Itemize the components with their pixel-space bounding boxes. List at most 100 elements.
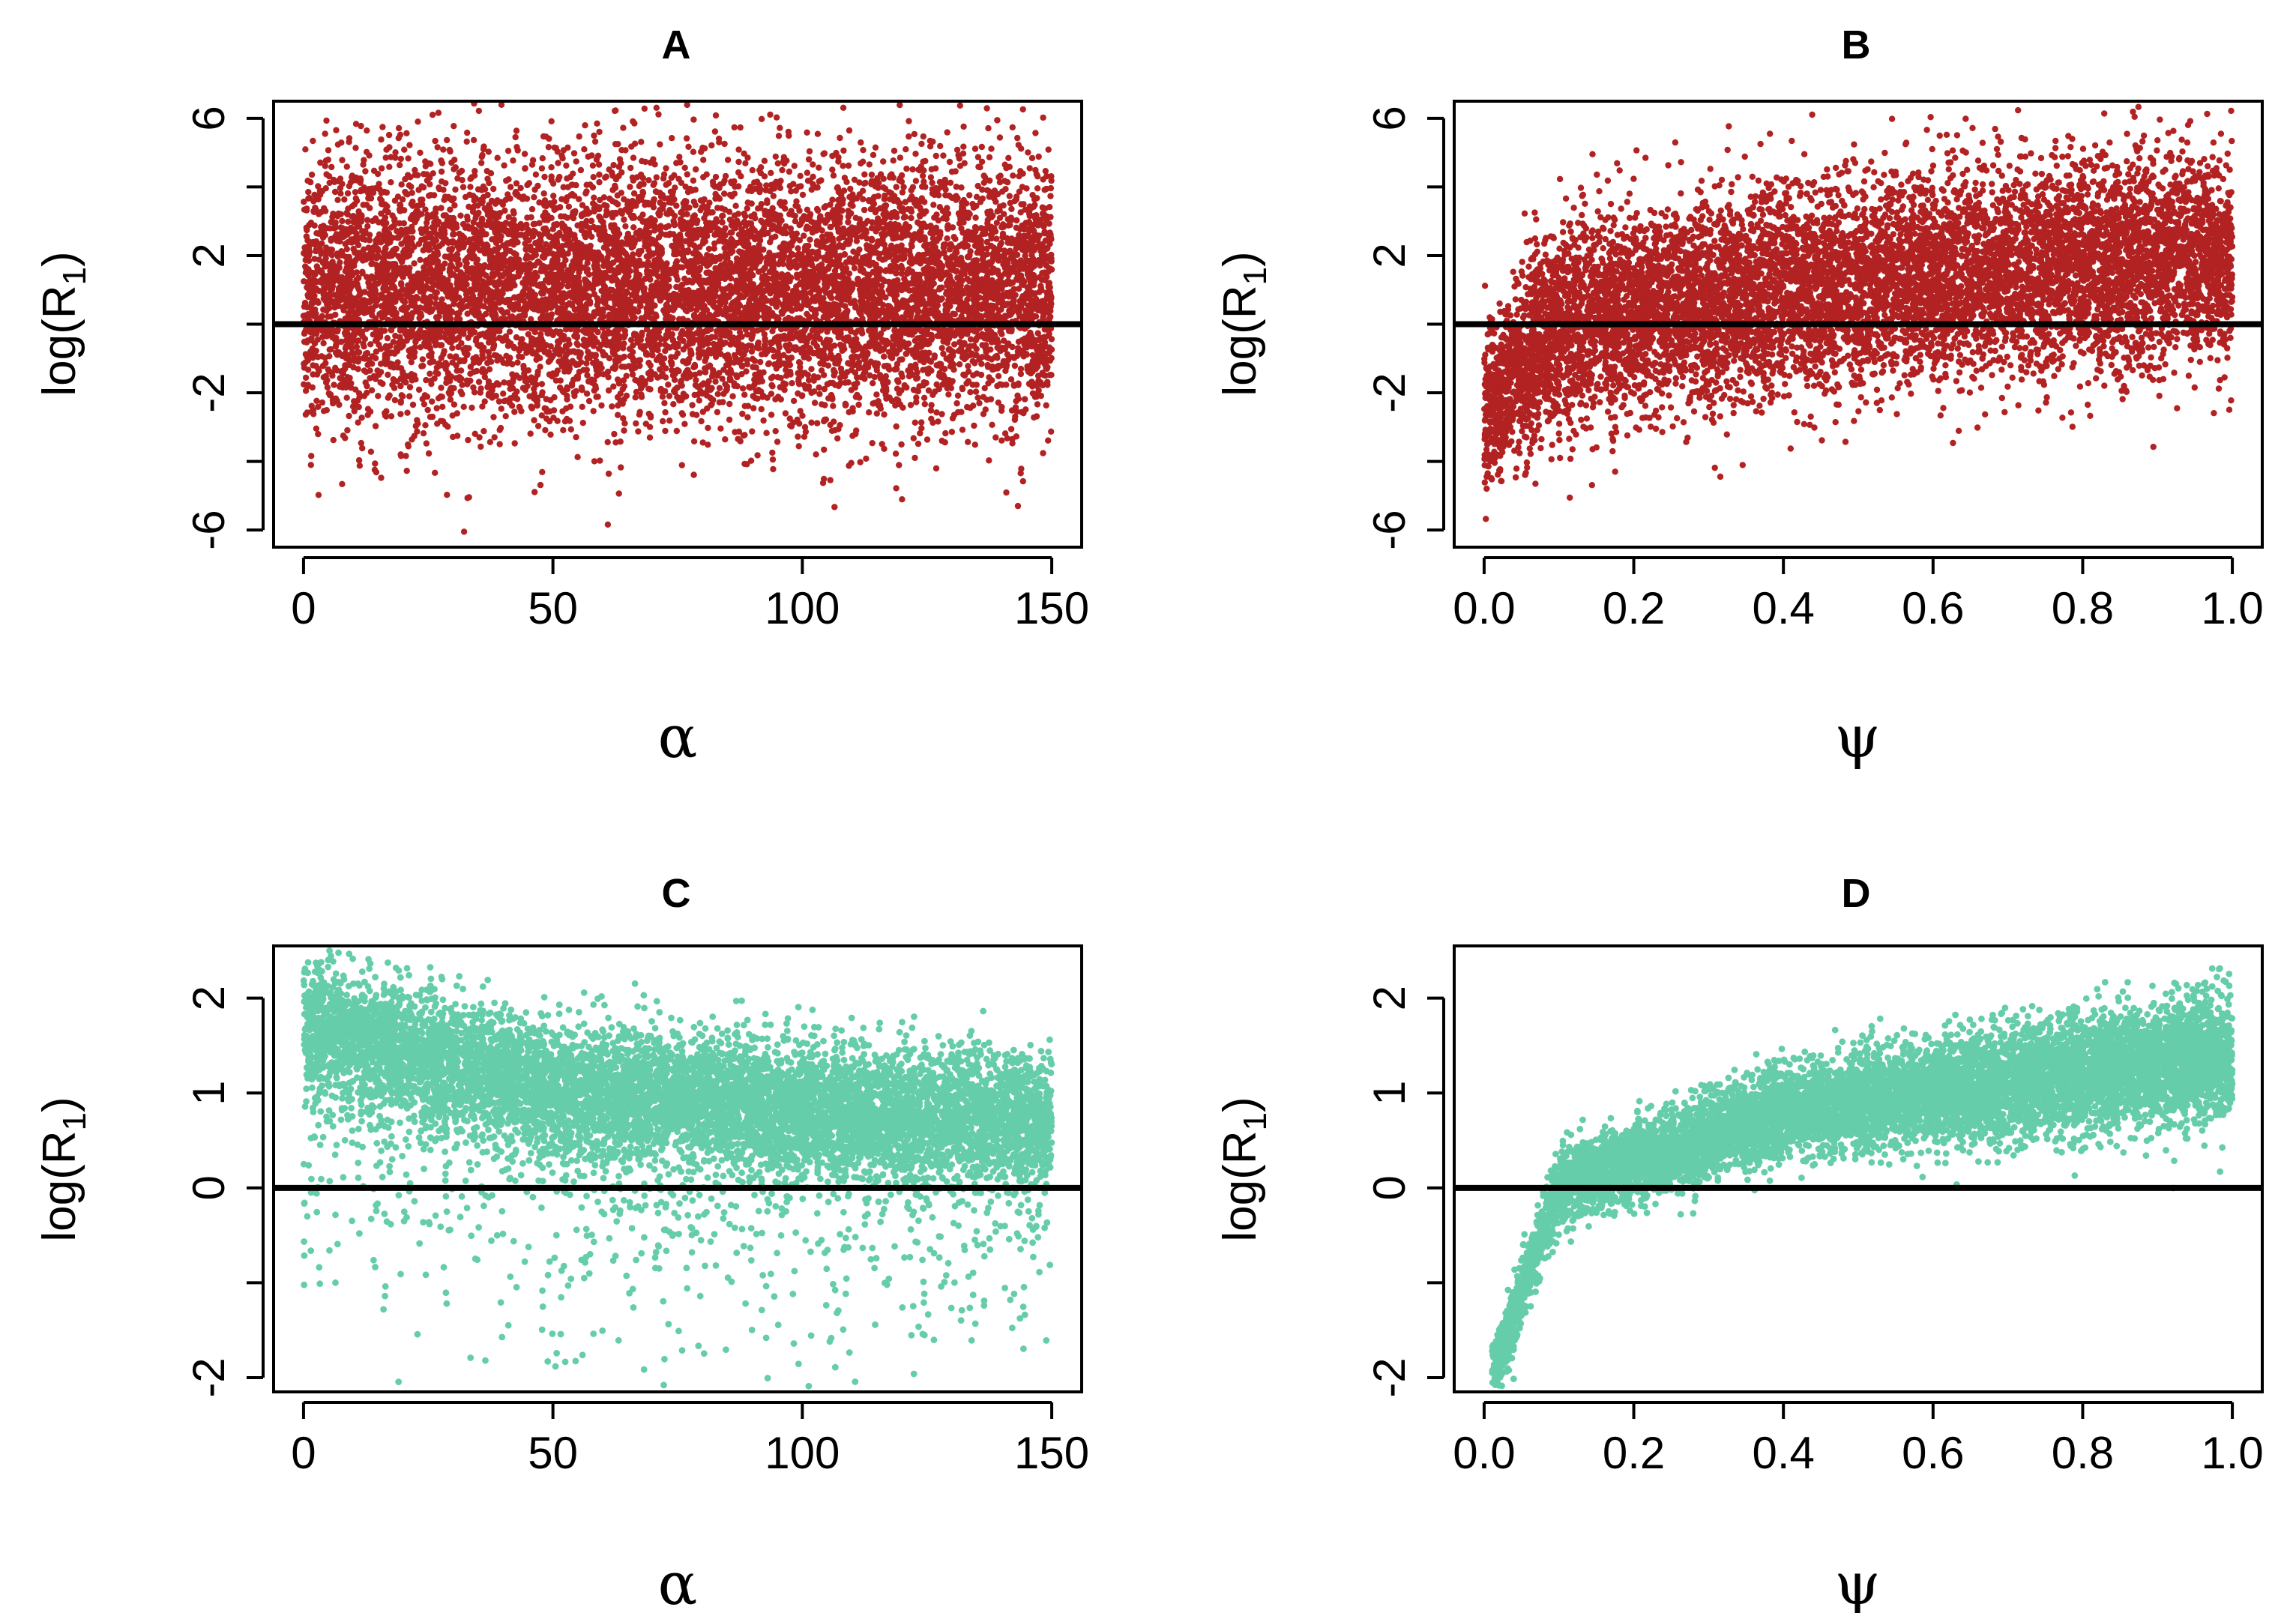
panel-a-point [1043, 403, 1049, 408]
panel-a-point [460, 184, 466, 190]
panel-a-point [1048, 185, 1054, 191]
panel-a-point [976, 400, 982, 406]
panel-a-point [484, 360, 490, 366]
panel-a-point [542, 427, 548, 433]
panel-a-point [909, 166, 915, 172]
panel-a-point [555, 160, 561, 166]
panel-a-point [840, 105, 846, 111]
panel-a-point [972, 441, 978, 447]
panel-a-point [591, 195, 597, 201]
panel-a-point [337, 185, 343, 191]
panel-a-point [324, 407, 330, 413]
panel-a-point [590, 163, 596, 169]
panel-a-point [309, 408, 315, 414]
panel-a-point [448, 397, 454, 403]
panel-a-point [674, 428, 680, 434]
panel-a-point [313, 426, 319, 432]
panel-a-point [945, 391, 951, 397]
panel-a-point [913, 178, 919, 184]
panel-a-point [732, 203, 738, 209]
panel-a-point [897, 102, 903, 108]
panel-a-point [490, 414, 496, 420]
panel-a-point [401, 220, 407, 226]
panel-a-point [426, 450, 432, 456]
panel-a-point [1012, 363, 1018, 369]
panel-a-point [775, 160, 781, 166]
panel-a-point [727, 229, 733, 235]
panel-a-point [928, 402, 934, 408]
panel-a-point [847, 186, 853, 192]
panel-a-point [465, 437, 471, 443]
panel-a-point [883, 396, 889, 402]
panel-a-point [479, 154, 485, 160]
panel-a-point [596, 179, 602, 185]
panel-a-point [861, 172, 867, 178]
panel-a-point [685, 144, 691, 150]
panel-a-point [612, 210, 618, 216]
panel-a-point [540, 155, 546, 161]
panel-a-point [633, 394, 639, 400]
panel-a-point [1036, 154, 1042, 160]
panel-a-point [611, 431, 617, 437]
panel-a-point [958, 184, 964, 190]
panel-a-point [870, 380, 876, 386]
panel-a-point [420, 396, 426, 402]
panel-a-point [468, 405, 474, 411]
panel-a-point [843, 259, 849, 265]
panel-a-point [385, 335, 391, 341]
panel-a-point [988, 145, 994, 151]
panel-a-point [322, 130, 328, 136]
panel-a-point [804, 130, 810, 136]
panel-a-point [721, 141, 727, 147]
panel-a-point [860, 147, 866, 153]
panel-a-point [1034, 401, 1040, 407]
panel-a-point [379, 165, 385, 171]
panel-a-point [367, 341, 373, 347]
panel-a-point [445, 423, 451, 429]
panel-a-point [662, 428, 668, 434]
panel-a-point [750, 167, 756, 173]
panel-a-point [507, 184, 513, 190]
panel-a-point [860, 188, 866, 194]
panel-a-point [610, 162, 616, 168]
panel-a-point [870, 152, 876, 158]
panel-a-point [540, 133, 546, 139]
panel-a-point [484, 192, 490, 198]
panel-a-point [454, 432, 460, 438]
panel-a-point [952, 311, 958, 317]
panel-a-point [406, 182, 412, 188]
panel-a-point [427, 346, 433, 352]
panel-a-point [495, 155, 501, 161]
panel-a-point [852, 265, 858, 271]
panel-a-point [615, 358, 621, 364]
panel-a-point [972, 214, 978, 220]
panel-a-point [906, 133, 912, 139]
panel-a-point [621, 354, 627, 360]
panel-a-point [513, 180, 519, 186]
panel-a-point [655, 111, 661, 117]
panel-a-point [666, 393, 672, 399]
panel-a-point [449, 345, 455, 351]
panel-a-point [837, 135, 843, 141]
panel-a-point [522, 165, 528, 171]
panel-a-point [359, 445, 365, 451]
panel-a-point [429, 399, 435, 405]
panel-a-point [392, 149, 398, 155]
panel-a-point [712, 128, 718, 134]
panel-a-point [837, 422, 843, 428]
panel-a-point [500, 391, 506, 397]
panel-a-point [846, 271, 852, 277]
panel-a-point [932, 352, 938, 358]
panel-a-point [424, 171, 430, 177]
panel-a-point [422, 422, 428, 428]
panel-a-point [615, 376, 621, 382]
panel-a-point [346, 413, 352, 419]
panel-a-point [533, 172, 539, 178]
panel-a-point [436, 184, 442, 190]
panel-a-point [778, 217, 784, 223]
panel-a-point [411, 260, 417, 266]
panel-a-point [492, 434, 498, 440]
panel-a-point [846, 163, 852, 169]
panel-a-point [939, 345, 945, 351]
